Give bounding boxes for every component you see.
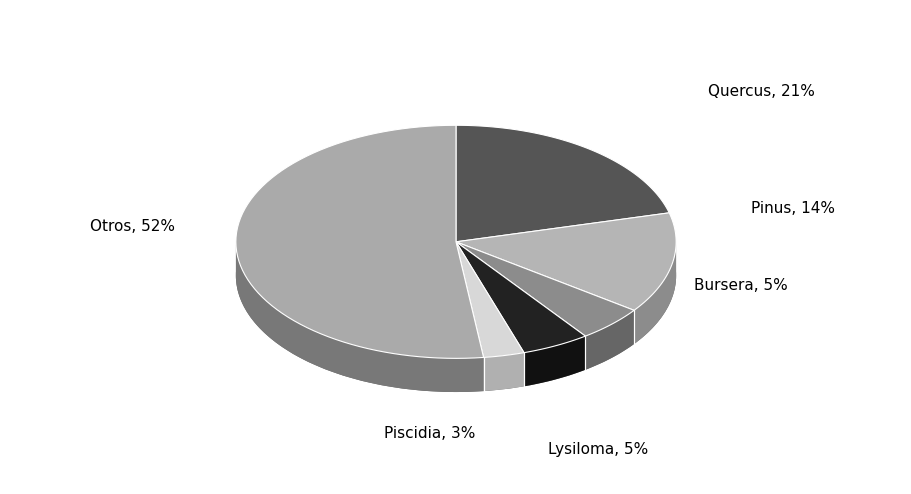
Polygon shape (524, 336, 585, 386)
Ellipse shape (236, 159, 675, 392)
Polygon shape (456, 242, 585, 353)
Text: Lysiloma, 5%: Lysiloma, 5% (548, 442, 648, 456)
Text: Bursera, 5%: Bursera, 5% (693, 278, 787, 293)
Text: Quercus, 21%: Quercus, 21% (707, 84, 814, 99)
Polygon shape (456, 213, 675, 310)
Polygon shape (236, 244, 483, 392)
Polygon shape (236, 125, 483, 358)
Polygon shape (456, 125, 669, 242)
Polygon shape (633, 243, 675, 344)
Polygon shape (456, 242, 524, 358)
Polygon shape (456, 242, 633, 336)
Polygon shape (585, 310, 633, 370)
Text: Otros, 52%: Otros, 52% (89, 219, 175, 234)
Polygon shape (483, 353, 524, 391)
Text: Pinus, 14%: Pinus, 14% (750, 201, 834, 216)
Text: Piscidia, 3%: Piscidia, 3% (384, 426, 476, 441)
